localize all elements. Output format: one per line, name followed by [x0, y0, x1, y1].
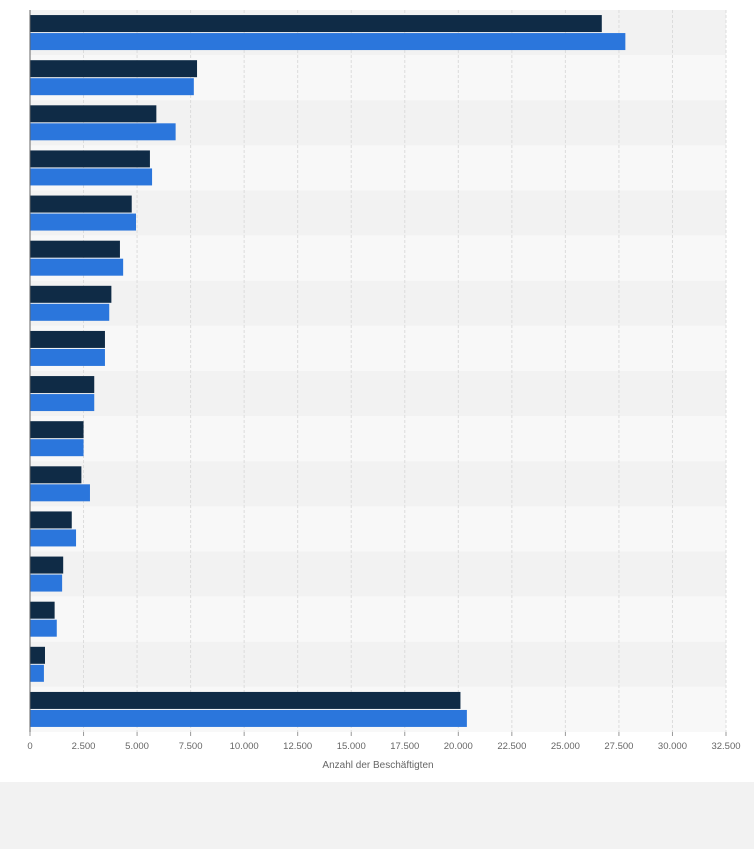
category-band [30, 190, 726, 236]
bar-series2 [30, 574, 63, 592]
bar-series2 [30, 303, 110, 321]
category-band [30, 596, 726, 642]
bar-series2 [30, 664, 44, 682]
x-tick-label: 12.500 [283, 741, 312, 752]
bar-series1 [30, 601, 55, 619]
bar-series2 [30, 709, 467, 727]
bar-series2 [30, 78, 194, 96]
x-tick-label: 27.500 [604, 741, 633, 752]
x-tick-label: 2.500 [72, 741, 96, 752]
bar-series1 [30, 646, 45, 664]
bar-series1 [30, 376, 95, 394]
category-band [30, 641, 726, 687]
x-tick-label: 15.000 [337, 741, 366, 752]
bar-series2 [30, 348, 105, 366]
category-band [30, 506, 726, 552]
bar-series1 [30, 60, 198, 78]
bar-series2 [30, 123, 176, 141]
bar-series2 [30, 168, 153, 186]
footer-band [0, 782, 754, 849]
bar-series1 [30, 15, 602, 33]
bar-series2 [30, 394, 95, 412]
bar-series1 [30, 105, 157, 123]
bar-series2 [30, 213, 137, 231]
x-tick-label: 10.000 [230, 741, 259, 752]
gridlines [83, 10, 727, 732]
bar-series1 [30, 691, 461, 709]
x-tick-label: 7.500 [179, 741, 203, 752]
category-band [30, 280, 726, 326]
category-band [30, 551, 726, 597]
bar-series1 [30, 421, 84, 439]
category-band [30, 416, 726, 462]
bar-series1 [30, 330, 105, 348]
x-axis-ticks: 0 2.500 5.000 7.500 10.000 12.500 15.000 17.500… [27, 732, 741, 752]
category-band [30, 325, 726, 371]
x-tick-label: 32.500 [711, 741, 740, 752]
bar-series1 [30, 285, 112, 303]
bar-series1 [30, 556, 64, 574]
x-tick-label: 20.000 [444, 741, 473, 752]
bar-series1 [30, 150, 150, 168]
category-band [30, 371, 726, 417]
bar-chart: 0 2.500 5.000 7.500 10.000 12.500 15.000 17.500… [27, 10, 741, 771]
bar-series1 [30, 240, 120, 258]
bar-series1 [30, 195, 132, 213]
bar-series1 [30, 511, 72, 529]
x-tick-label: 30.000 [658, 741, 687, 752]
x-tick-label: 22.500 [497, 741, 526, 752]
x-tick-label: 17.500 [390, 741, 419, 752]
bar-series2 [30, 439, 84, 457]
bar-series1 [30, 466, 82, 484]
x-axis-title: Anzahl der Beschäftigten [322, 760, 433, 771]
x-tick-label: 0 [27, 741, 32, 752]
bar-series2 [30, 484, 90, 502]
bars [30, 15, 626, 727]
category-band [30, 461, 726, 507]
chart-frame: 0 2.500 5.000 7.500 10.000 12.500 15.000 17.500… [0, 0, 754, 782]
x-tick-label: 25.000 [551, 741, 580, 752]
bar-series2 [30, 33, 626, 51]
bar-series2 [30, 529, 77, 547]
bar-series2 [30, 619, 57, 637]
category-band [30, 235, 726, 281]
bar-series2 [30, 258, 124, 276]
x-tick-label: 5.000 [125, 741, 149, 752]
